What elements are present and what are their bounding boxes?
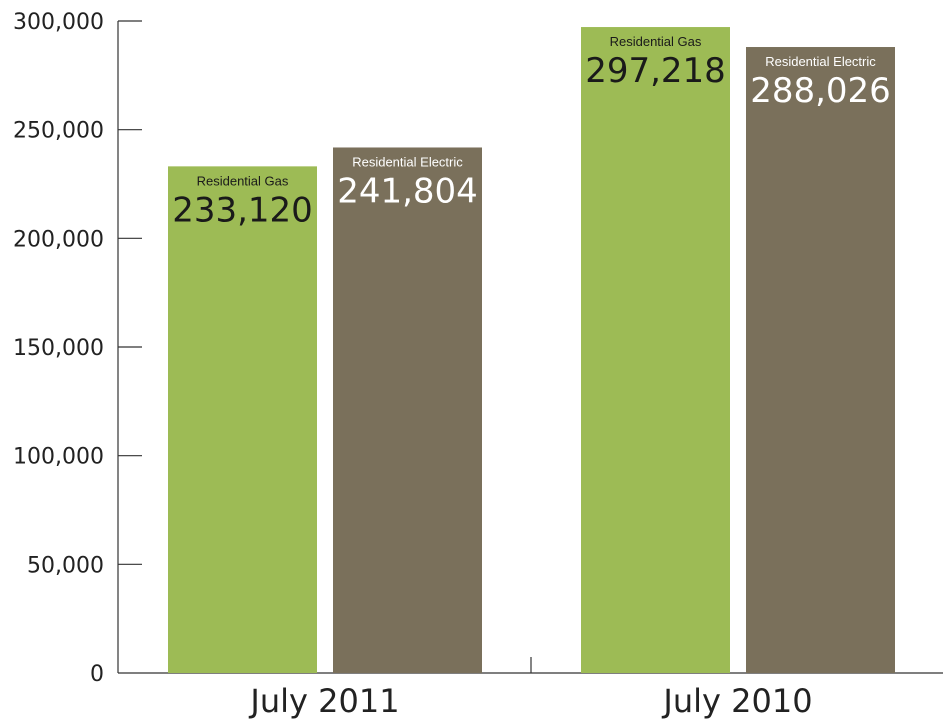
bar-value-label: 288,026 <box>750 71 891 111</box>
y-tick-label: 0 <box>90 662 104 687</box>
bar-series-label: Residential Electric <box>765 54 876 69</box>
bar-electric <box>333 147 482 673</box>
bar-series-label: Residential Gas <box>197 173 289 188</box>
y-tick-label: 100,000 <box>13 445 104 470</box>
y-tick-label: 300,000 <box>13 10 104 35</box>
bar-value-label: 233,120 <box>172 190 313 230</box>
x-category-label: July 2010 <box>661 682 812 720</box>
x-category-label: July 2011 <box>248 682 399 720</box>
bar-gas <box>581 27 730 674</box>
chart-labels: 0 50,000 100,000 150,000 200,000 250,000 300,0… <box>13 10 891 720</box>
bar-value-label: 297,218 <box>585 51 726 91</box>
chart-bars <box>168 27 895 674</box>
bar-series-label: Residential Electric <box>352 154 463 169</box>
bar-value-label: 241,804 <box>337 171 478 211</box>
bar-series-label: Residential Gas <box>610 34 702 49</box>
y-tick-label: 50,000 <box>27 553 104 578</box>
y-tick-label: 150,000 <box>13 336 104 361</box>
y-tick-label: 200,000 <box>13 227 104 252</box>
bar-gas <box>168 166 317 673</box>
y-tick-label: 250,000 <box>13 119 104 144</box>
bar-electric <box>746 47 895 673</box>
